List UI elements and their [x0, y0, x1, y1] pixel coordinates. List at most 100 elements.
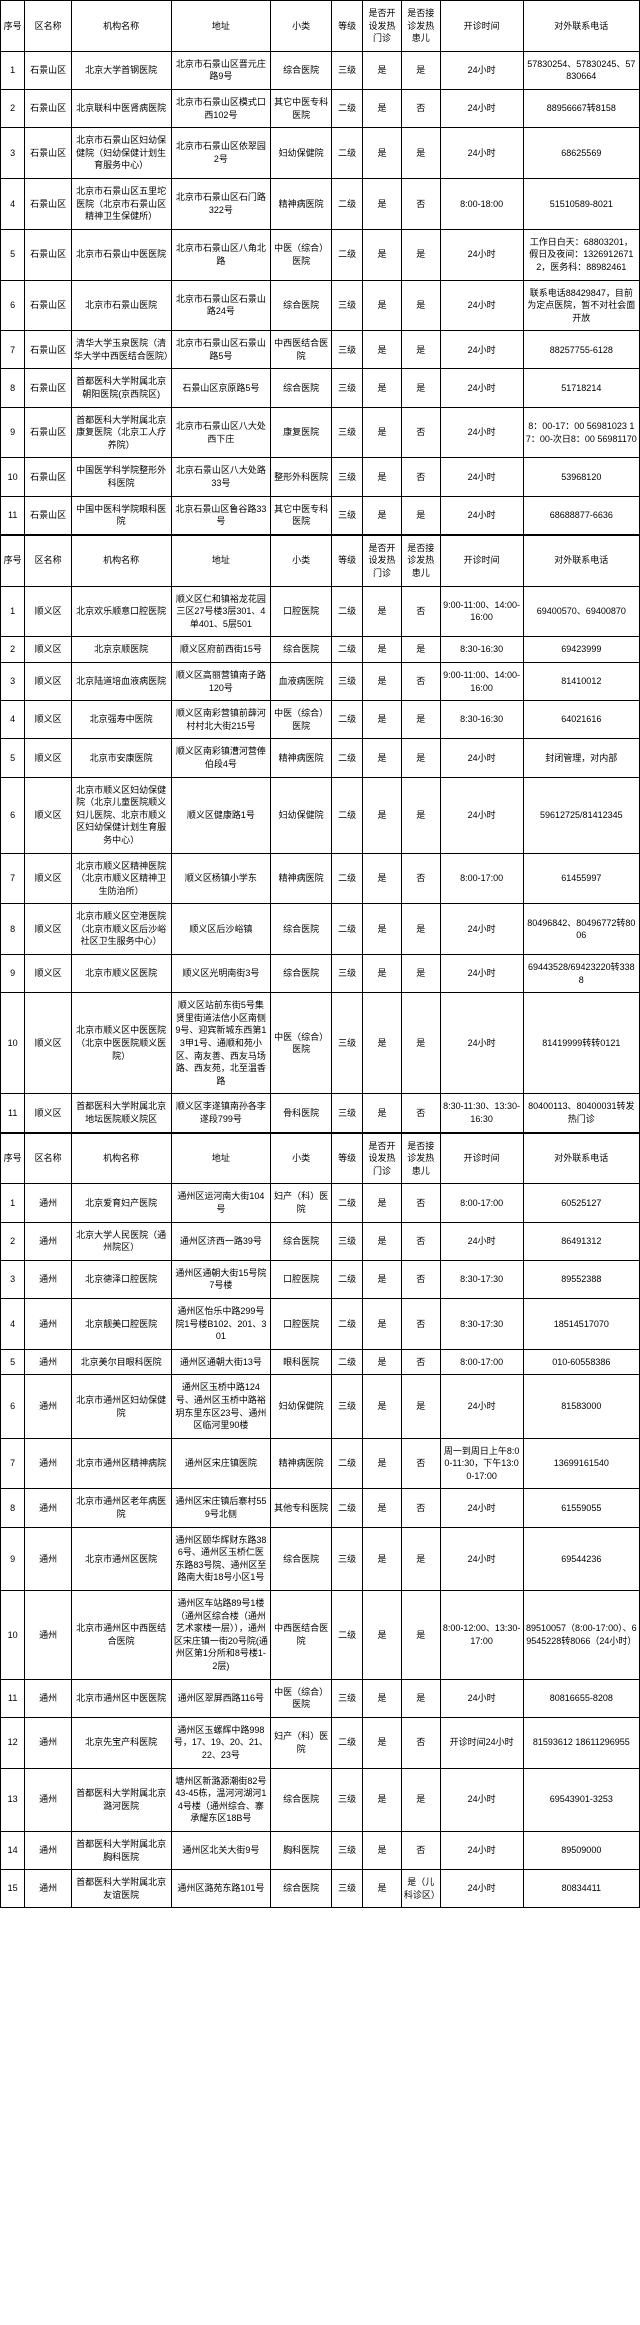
cell-fever_rx: 是: [401, 993, 440, 1094]
cell-category: 其它中医专科医院: [271, 89, 332, 127]
cell-num: 3: [1, 1260, 25, 1298]
table-row: 15通州首都医科大学附属北京友谊医院通州区潞苑东路101号综合医院三级是是（儿科…: [1, 1870, 640, 1908]
cell-category: 其他专科医院: [271, 1489, 332, 1527]
table-row: 7顺义区北京市顺义区精神医院（北京市顺义区精神卫生防治所）顺义区杨镇小学东精神病…: [1, 853, 640, 904]
header-tel: 对外联系电话: [523, 535, 639, 586]
cell-institution: 北京市顺义区医院: [71, 955, 171, 993]
cell-institution: 北京欢乐顺意口腔医院: [71, 586, 171, 637]
cell-category: 中医（综合）医院: [271, 1679, 332, 1717]
table-row: 11石景山区中国中医科学院眼科医院北京石景山区鲁谷路33号其它中医专科医院三级是…: [1, 496, 640, 534]
cell-level: 二级: [332, 739, 363, 777]
cell-address: 顺义区光明南街3号: [171, 955, 271, 993]
cell-tel: 59612725/81412345: [523, 777, 639, 853]
cell-fever_open: 是: [363, 853, 402, 904]
cell-hours: 8:00-17:00: [440, 1349, 523, 1375]
cell-fever_open: 是: [363, 1591, 402, 1680]
table-row: 13通州首都医科大学附属北京潞河医院塘州区新潞源潮街82号43-45栋，温河河湖…: [1, 1768, 640, 1831]
cell-category: 中西医结合医院: [271, 331, 332, 369]
cell-fever_rx: 否: [401, 89, 440, 127]
cell-hours: 24小时: [440, 51, 523, 89]
header-fever_open: 是否开设发热门诊: [363, 535, 402, 586]
cell-hours: 24小时: [440, 1375, 523, 1438]
cell-fever_open: 是: [363, 739, 402, 777]
cell-address: 顺义区仁和镇裕龙花园三区27号楼3层301、4单401、5层501: [171, 586, 271, 637]
cell-address: 顺义区健康路1号: [171, 777, 271, 853]
header-institution: 机构名称: [71, 1133, 171, 1184]
cell-num: 8: [1, 904, 25, 955]
cell-institution: 首都医科大学附属北京胸科医院: [71, 1831, 171, 1869]
cell-fever_open: 是: [363, 1375, 402, 1438]
cell-address: 北京市石景山区八大处西下庄: [171, 407, 271, 458]
cell-hours: 24小时: [440, 993, 523, 1094]
cell-fever_rx: 是: [401, 1768, 440, 1831]
cell-fever_open: 是: [363, 1349, 402, 1375]
cell-institution: 北京德泽口腔医院: [71, 1260, 171, 1298]
cell-fever_rx: 是: [401, 1527, 440, 1590]
cell-num: 11: [1, 1094, 25, 1132]
cell-institution: 北京市石景山中医医院: [71, 229, 171, 280]
cell-num: 7: [1, 853, 25, 904]
cell-hours: 24小时: [440, 955, 523, 993]
header-fever_open: 是否开设发热门诊: [363, 1133, 402, 1184]
cell-tel: 64021616: [523, 701, 639, 739]
cell-tel: 联系电话88429847，目前为定点医院，暂不对社会面开放: [523, 280, 639, 331]
cell-num: 1: [1, 586, 25, 637]
cell-category: 精神病医院: [271, 853, 332, 904]
header-tel: 对外联系电话: [523, 1133, 639, 1184]
hospital-table: 序号区名称机构名称地址小类等级是否开设发热门诊是否接诊发热患儿开诊时间对外联系电…: [0, 0, 640, 535]
cell-institution: 北京大学首钢医院: [71, 51, 171, 89]
cell-hours: 24小时: [440, 1527, 523, 1590]
table-row: 11顺义区首都医科大学附属北京地坛医院顺义院区顺义区李遂镇南孙各李遂段799号骨…: [1, 1094, 640, 1132]
cell-hours: 8:00-18:00: [440, 178, 523, 229]
cell-fever_rx: 是: [401, 955, 440, 993]
cell-num: 10: [1, 1591, 25, 1680]
cell-district: 石景山区: [25, 369, 72, 407]
header-fever_open: 是否开设发热门诊: [363, 1, 402, 52]
cell-fever_rx: 是: [401, 496, 440, 534]
cell-tel: 69400570、69400870: [523, 586, 639, 637]
cell-address: 顺义区后沙峪镇: [171, 904, 271, 955]
cell-hours: 24小时: [440, 458, 523, 496]
cell-tel: 60525127: [523, 1184, 639, 1222]
cell-hours: 9:00-11:00、14:00-16:00: [440, 662, 523, 700]
table-row: 2顺义区北京京顺医院顺义区府前西街15号综合医院二级是是8:30-16:3069…: [1, 637, 640, 663]
header-district: 区名称: [25, 1, 72, 52]
cell-category: 口腔医院: [271, 586, 332, 637]
cell-fever_rx: 是: [401, 701, 440, 739]
cell-level: 二级: [332, 1489, 363, 1527]
cell-fever_open: 是: [363, 1222, 402, 1260]
cell-fever_rx: 是: [401, 739, 440, 777]
cell-district: 顺义区: [25, 586, 72, 637]
cell-tel: 69544236: [523, 1527, 639, 1590]
cell-fever_rx: 否: [401, 1717, 440, 1768]
cell-num: 3: [1, 128, 25, 179]
cell-tel: 61559055: [523, 1489, 639, 1527]
cell-institution: 北京市石景山区妇幼保健院（妇幼保健计划生育服务中心）: [71, 128, 171, 179]
table-row: 4通州北京靓美口腔医院通州区怡乐中路299号院1号楼B102、201、301口腔…: [1, 1298, 640, 1349]
cell-district: 通州: [25, 1870, 72, 1908]
cell-level: 二级: [332, 586, 363, 637]
cell-tel: 51718214: [523, 369, 639, 407]
cell-hours: 8:30-16:30: [440, 701, 523, 739]
cell-fever_open: 是: [363, 407, 402, 458]
cell-hours: 24小时: [440, 1831, 523, 1869]
cell-num: 9: [1, 955, 25, 993]
cell-district: 石景山区: [25, 496, 72, 534]
table-row: 10石景山区中国医学科学院整形外科医院北京石景山区八大处路33号整形外科医院三级…: [1, 458, 640, 496]
cell-category: 精神病医院: [271, 739, 332, 777]
cell-fever_open: 是: [363, 993, 402, 1094]
cell-address: 北京市石景山区石景山路24号: [171, 280, 271, 331]
cell-address: 北京市石景山区模式口西102号: [171, 89, 271, 127]
cell-address: 通州区通朝大街15号院7号楼: [171, 1260, 271, 1298]
cell-district: 通州: [25, 1768, 72, 1831]
cell-hours: 8:30-17:30: [440, 1298, 523, 1349]
cell-level: 二级: [332, 229, 363, 280]
cell-num: 13: [1, 1768, 25, 1831]
cell-category: 妇产（科）医院: [271, 1184, 332, 1222]
cell-level: 三级: [332, 496, 363, 534]
cell-address: 顺义区李遂镇南孙各李遂段799号: [171, 1094, 271, 1132]
cell-district: 通州: [25, 1222, 72, 1260]
cell-fever_open: 是: [363, 586, 402, 637]
cell-institution: 北京先宝产科医院: [71, 1717, 171, 1768]
cell-fever_open: 是: [363, 89, 402, 127]
